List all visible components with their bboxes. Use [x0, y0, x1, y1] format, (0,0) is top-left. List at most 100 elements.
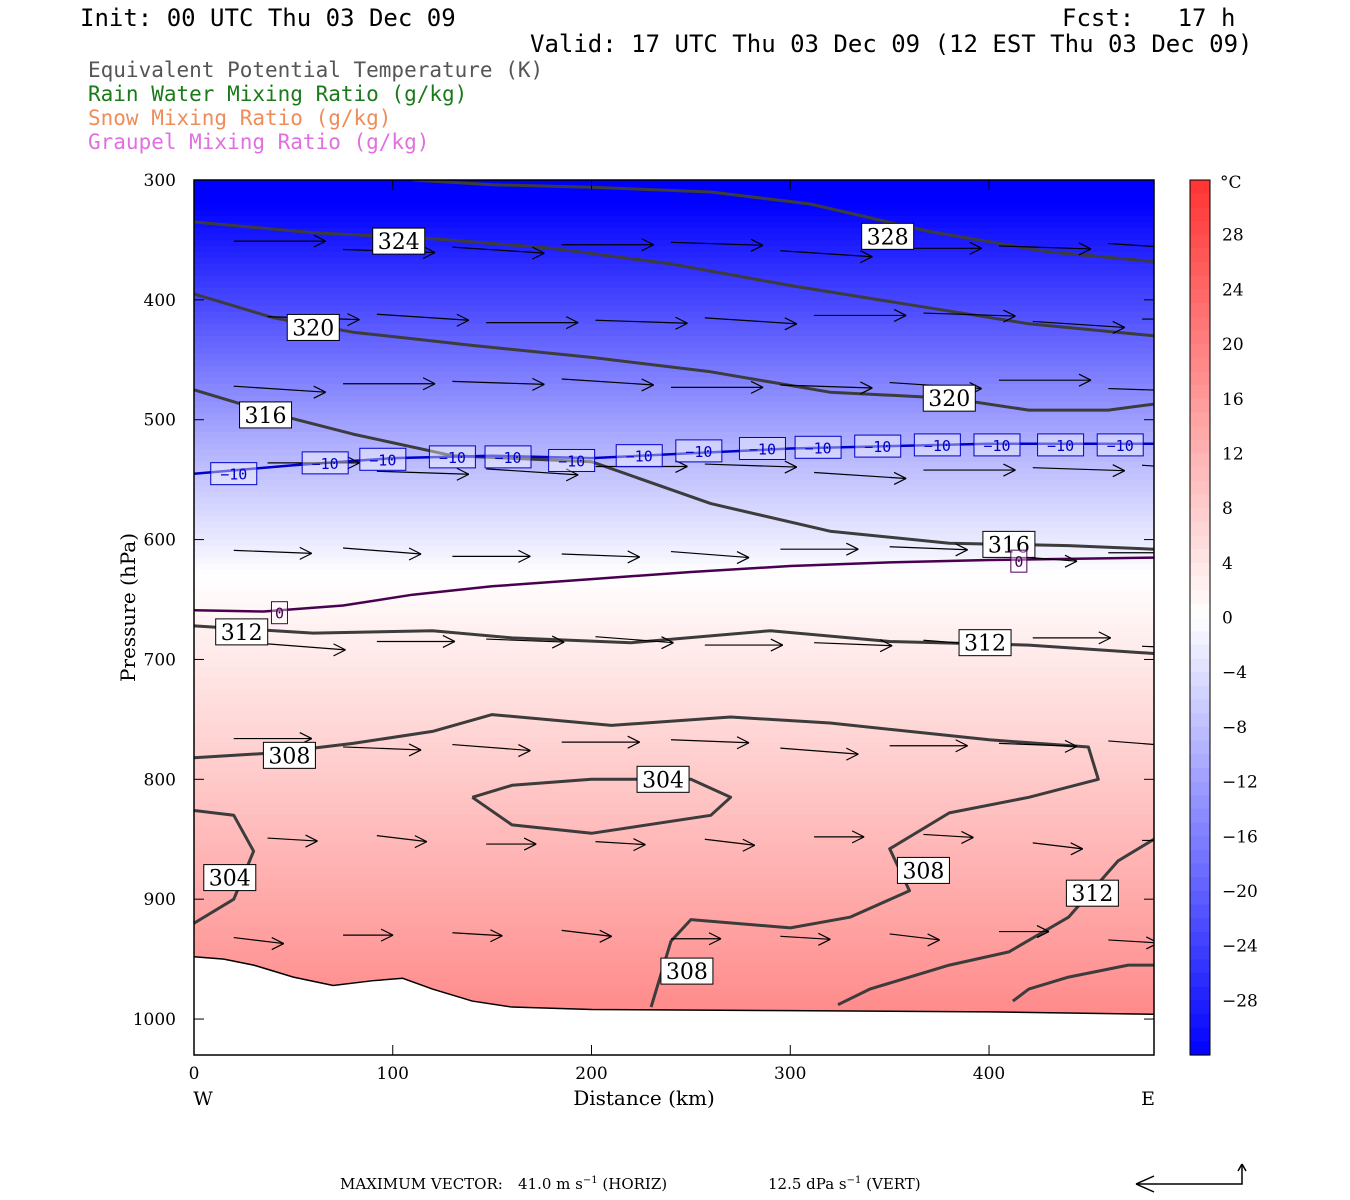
- temperature-label-box: [428, 445, 476, 469]
- temperature-band: [194, 359, 1154, 367]
- temperature-band: [194, 923, 1154, 930]
- x-end-label-west: W: [193, 1088, 213, 1110]
- colorbar-segment: [1190, 918, 1210, 933]
- colorbar-segment: [1190, 234, 1210, 249]
- colorbar-segment: [1190, 316, 1210, 331]
- theta-e-contour-308: [194, 713, 1100, 1008]
- colorbar-segment: [1190, 1013, 1210, 1029]
- init-time: Init: 00 UTC Thu 03 Dec 09: [80, 4, 456, 32]
- colorbar-segment: [1190, 207, 1210, 222]
- wind-vector: [1142, 464, 1154, 467]
- temperature-band: [194, 455, 1154, 463]
- temperature-band: [194, 761, 1154, 768]
- wind-vector: [1032, 631, 1112, 645]
- temperature-band: [194, 275, 1154, 283]
- valid-time: Valid: 17 UTC Thu 03 Dec 09 (12 EST Thu …: [530, 30, 1253, 58]
- temperature-label--10: −10: [805, 439, 832, 457]
- wind-vector: [376, 313, 470, 327]
- theta-e-label-308: 308: [666, 960, 708, 985]
- temperature-band: [194, 479, 1154, 487]
- wind-vector: [670, 736, 750, 750]
- temperature-band: [194, 815, 1154, 822]
- theta-e-contour-312: [1011, 963, 1154, 1003]
- wind-vector: [233, 546, 313, 560]
- wind-vector: [376, 467, 470, 481]
- colorbar-segment: [1190, 535, 1210, 550]
- wind-vector: [670, 238, 764, 252]
- temperature-band: [194, 389, 1154, 397]
- temperature-band: [194, 983, 1154, 990]
- temperature-band: [194, 563, 1154, 571]
- colorbar-tick-label: 8: [1222, 499, 1233, 519]
- wind-vector: [998, 373, 1092, 387]
- y-tick-label: 900: [144, 890, 176, 910]
- theta-e-label-312: 312: [964, 632, 1006, 657]
- temperature-band: [194, 539, 1154, 547]
- colorbar-segment: [1190, 1041, 1210, 1056]
- wind-vectors: [233, 234, 1154, 951]
- colorbar-segment: [1190, 494, 1210, 509]
- wind-vector: [670, 550, 750, 565]
- temperature-band: [194, 593, 1154, 601]
- wind-vector: [671, 380, 764, 394]
- temperature-band: [194, 701, 1154, 708]
- temperature-band: [194, 911, 1154, 918]
- temperature-band: [194, 731, 1154, 738]
- theta-e-label-box: [636, 765, 690, 793]
- wind-vector: [1108, 740, 1154, 746]
- theta-e-label-312: 312: [1071, 882, 1113, 907]
- contour-labels: 328 324 320 320 316 316 312 312 308 308 308 304 304 3…: [203, 222, 1144, 985]
- x-tick-label: 400: [973, 1064, 1005, 1084]
- temperature-band: [194, 473, 1154, 481]
- temperature-band: [194, 197, 1154, 205]
- temperature-band: [194, 341, 1154, 349]
- colorbar-segment: [1190, 439, 1210, 455]
- temperature-band: [194, 677, 1154, 685]
- temperature-band: [194, 719, 1154, 726]
- colorbar-segment: [1190, 685, 1210, 701]
- colorbar-segment: [1190, 262, 1210, 277]
- temperature-band: [194, 263, 1154, 271]
- colorbar-frame: [1189, 179, 1211, 1056]
- wind-vector: [452, 377, 545, 391]
- wind-vector: [1108, 936, 1154, 950]
- temperature-label--10: −10: [983, 437, 1010, 455]
- temperature-band: [194, 653, 1154, 661]
- temperature-band: [194, 797, 1154, 804]
- wind-vector: [1032, 320, 1126, 334]
- temperature-label--10: −10: [864, 438, 891, 456]
- colorbar-tick-label: 28: [1222, 226, 1244, 246]
- temperature-band: [194, 941, 1154, 948]
- temperature-label-box: [301, 451, 349, 475]
- theta-e-label-304: 304: [209, 867, 251, 892]
- temperature-label--10: −10: [220, 466, 247, 484]
- temperature-band: [194, 269, 1154, 277]
- temperature-band: [194, 809, 1154, 816]
- colorbar-tick-label: 4: [1222, 554, 1233, 574]
- colorbar-segment: [1190, 931, 1210, 947]
- wind-vector: [704, 638, 784, 652]
- temperature-band: [194, 215, 1154, 223]
- temperature-label--10: −10: [924, 437, 951, 455]
- y-tick-label: 600: [144, 531, 176, 551]
- temperature-band: [194, 485, 1154, 493]
- temperature-band: [194, 863, 1154, 870]
- colorbar-segment: [1190, 836, 1210, 851]
- legend-theta-e: Equivalent Potential Temperature (K): [88, 58, 544, 82]
- temperature-label-box: [1010, 549, 1028, 573]
- theta-e-label-308: 308: [902, 859, 944, 884]
- temperature-band: [194, 521, 1154, 529]
- colorbar-unit: °C: [1220, 173, 1242, 193]
- y-tick-label: 400: [144, 291, 176, 311]
- temperature-band: [194, 851, 1154, 858]
- temperature-band: [194, 575, 1154, 583]
- wind-vector: [233, 936, 285, 951]
- wind-vector: [998, 739, 1078, 753]
- theta-e-label-316: 316: [245, 404, 287, 429]
- temperature-band: [194, 725, 1154, 732]
- wind-vector: [452, 743, 531, 758]
- theta-e-label-box: [896, 856, 950, 884]
- wind-vector: [1108, 552, 1154, 554]
- colorbar-segment: [1190, 221, 1210, 236]
- temperature-band: [194, 311, 1154, 319]
